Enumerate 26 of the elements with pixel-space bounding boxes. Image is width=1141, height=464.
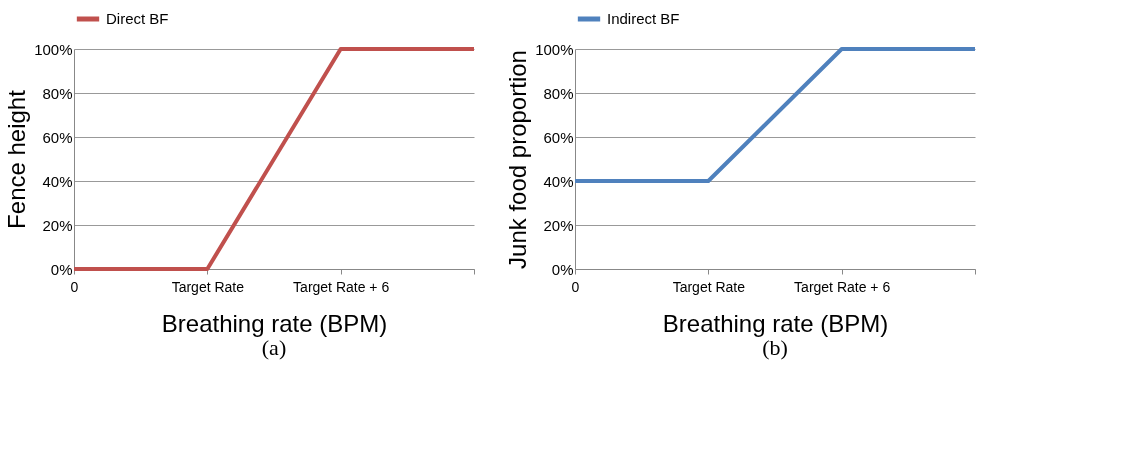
y-tick-label: 40% bbox=[543, 172, 574, 190]
y-tick-label: 60% bbox=[42, 128, 73, 146]
x-tick-label: 0 bbox=[571, 278, 580, 295]
y-tick-label: 80% bbox=[543, 84, 574, 102]
y-tick-label: 60% bbox=[543, 128, 574, 146]
x-tick-label: Target Rate + 6 bbox=[293, 278, 390, 295]
x-tick-label: Target Rate + 6 bbox=[794, 278, 891, 295]
y-axis-title: Fence height bbox=[3, 89, 31, 229]
y-tick-label: 40% bbox=[42, 172, 73, 190]
legend-label: Direct BF bbox=[106, 10, 169, 27]
y-tick-label: 20% bbox=[543, 216, 574, 234]
x-tick-label: 0 bbox=[70, 278, 79, 295]
x-tick-label: Target Rate bbox=[672, 278, 746, 295]
y-tick-label: 0% bbox=[551, 260, 574, 278]
text: (a) bbox=[261, 335, 287, 360]
y-tick-label: 100% bbox=[34, 40, 73, 58]
y-tick-label: 100% bbox=[535, 40, 574, 58]
x-axis-title: Breathing rate (BPM) bbox=[161, 309, 388, 337]
y-tick-label: 0% bbox=[50, 260, 73, 278]
x-tick-label: Target Rate bbox=[171, 278, 245, 295]
y-tick-label: 20% bbox=[42, 216, 73, 234]
legend-label: Indirect BF bbox=[607, 10, 680, 27]
y-axis-title: Junk food proportion bbox=[504, 50, 532, 269]
text: (b) bbox=[762, 335, 788, 360]
y-tick-label: 80% bbox=[42, 84, 73, 102]
x-axis-title: Breathing rate (BPM) bbox=[662, 309, 889, 337]
